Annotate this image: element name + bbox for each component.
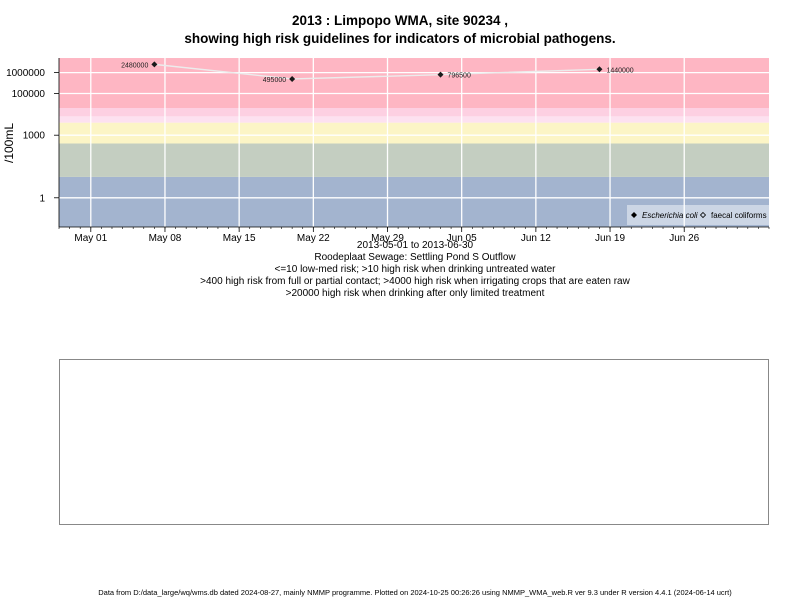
risk-band-1 bbox=[59, 143, 769, 177]
x-tick-label: Jun 19 bbox=[595, 233, 625, 244]
risk-band-4 bbox=[59, 108, 769, 117]
x-tick-label: May 08 bbox=[149, 233, 182, 244]
legend-marker-ecoli bbox=[631, 212, 637, 218]
legend-label-faecal: faecal coliforms bbox=[711, 211, 767, 220]
x-tick-label: May 22 bbox=[297, 233, 330, 244]
chart-axes: May 01 May 08 May 15 May 22 May 29 Jun 05 Jun … bbox=[6, 58, 770, 244]
y-tick-label: 1000000 bbox=[6, 68, 45, 79]
chart-grid bbox=[59, 58, 769, 227]
x-tick-label: May 15 bbox=[223, 233, 256, 244]
caption-date-range: 2013-05-01 to 2013-06-30 bbox=[356, 240, 474, 251]
x-tick-label: Jun 05 bbox=[447, 233, 477, 244]
x-tick-label: Jun 26 bbox=[669, 233, 699, 244]
empty-plot-panel bbox=[59, 359, 769, 525]
data-point bbox=[289, 75, 296, 82]
caption-site-name: Roodeplaat Sewage: Settling Pond S Outfl… bbox=[314, 252, 516, 263]
data-label: 1440000 bbox=[606, 67, 633, 74]
x-tick-label: May 01 bbox=[74, 233, 107, 244]
risk-bands bbox=[59, 58, 769, 227]
y-tick-label: 1 bbox=[39, 193, 45, 204]
legend: Escherichia coli faecal coliforms bbox=[627, 205, 769, 225]
y-axis-label: /100mL bbox=[2, 123, 16, 163]
data-point bbox=[151, 61, 158, 68]
legend-marker-faecal bbox=[699, 211, 707, 219]
risk-band-3 bbox=[59, 116, 769, 123]
risk-band-0 bbox=[59, 176, 769, 227]
risk-band-2 bbox=[59, 122, 769, 144]
data-point bbox=[596, 66, 603, 73]
legend-label-ecoli: Escherichia coli bbox=[642, 211, 698, 220]
series-layer: 2480000 495000 796500 1440000 bbox=[121, 61, 634, 84]
legend-box bbox=[627, 205, 769, 225]
series-line-ecoli bbox=[154, 63, 600, 80]
caption-risk-line1: <=10 low-med risk; >10 high risk when dr… bbox=[274, 264, 556, 275]
caption-risk-line3: >20000 high risk when drinking after onl… bbox=[285, 288, 545, 299]
y-tick-label: 1000 bbox=[23, 131, 46, 142]
x-tick-label: Jun 12 bbox=[521, 233, 551, 244]
y-tick-label: 100000 bbox=[12, 89, 46, 100]
data-label: 796500 bbox=[447, 73, 470, 80]
data-point bbox=[437, 71, 444, 78]
x-tick-label: May 29 bbox=[371, 233, 404, 244]
caption-risk-line2: >400 high risk from full or partial cont… bbox=[200, 276, 630, 287]
data-label: 495000 bbox=[263, 77, 286, 84]
chart-title-line2: showing high risk guidelines for indicat… bbox=[184, 31, 616, 46]
footer-note: Data from D:/data_large/wq/wms.db dated … bbox=[98, 588, 732, 597]
chart-title-line1: 2013 : Limpopo WMA, site 90234 , bbox=[291, 13, 509, 28]
data-label: 2480000 bbox=[121, 62, 148, 69]
